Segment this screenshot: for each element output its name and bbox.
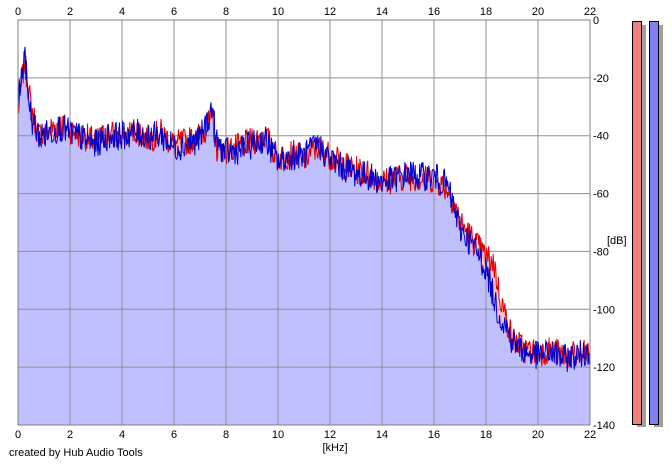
x-tick-label-top: 12 [324,6,336,18]
x-tick-label-bottom: 20 [532,429,544,441]
y-tick-label: -120 [593,362,615,374]
y-tick-label: -80 [593,246,609,258]
y-tick-label: -20 [593,73,609,85]
y-tick-label: -140 [593,420,615,432]
left-level-meter [632,21,642,425]
spectrum-line-layer [17,46,591,373]
x-tick-label-top: 4 [119,6,125,18]
x-ticks-bottom: 0 2 4 6 8 10 12 14 16 18 20 22 [15,429,596,441]
x-tick-label-bottom: 22 [584,429,596,441]
x-tick-label-bottom: 10 [272,429,284,441]
y-tick-label: -100 [593,304,615,316]
series-1-area [18,46,590,425]
y-ticks: 0 -20 -40 -60 -80 -100 -120 -140 [593,15,615,432]
right-level-meter [649,21,659,425]
x-tick-label-top: 22 [584,6,596,18]
y-axis-label: [dB] [607,235,627,247]
spectrum-fill-layer [18,46,590,426]
series-1-line [17,46,591,373]
x-tick-label-top: 10 [272,6,284,18]
x-ticks-top: 0 2 4 6 8 10 12 14 16 18 20 22 [15,6,596,18]
x-tick-label-bottom: 0 [15,429,21,441]
x-tick-label-bottom: 16 [428,429,440,441]
x-tick-label-top: 8 [223,6,229,18]
x-tick-label-top: 18 [480,6,492,18]
y-tick-label: -60 [593,189,609,201]
x-tick-label-top: 6 [171,6,177,18]
x-tick-label-bottom: 4 [119,429,125,441]
x-tick-label-bottom: 2 [67,429,73,441]
x-tick-label-top: 0 [15,6,21,18]
x-tick-label-bottom: 6 [171,429,177,441]
plot-frame [17,19,591,426]
x-tick-label-top: 16 [428,6,440,18]
x-tick-label-top: 14 [376,6,388,18]
x-tick-label-top: 20 [532,6,544,18]
x-axis-label: [kHz] [322,442,347,454]
x-tick-label-bottom: 8 [223,429,229,441]
x-tick-label-bottom: 12 [324,429,336,441]
y-tick-label: 0 [593,15,599,27]
y-tick-label: -40 [593,131,609,143]
x-tick-label-bottom: 18 [480,429,492,441]
x-tick-label-top: 2 [67,6,73,18]
credit-text: created by Hub Audio Tools [9,447,143,459]
x-tick-label-bottom: 14 [376,429,388,441]
